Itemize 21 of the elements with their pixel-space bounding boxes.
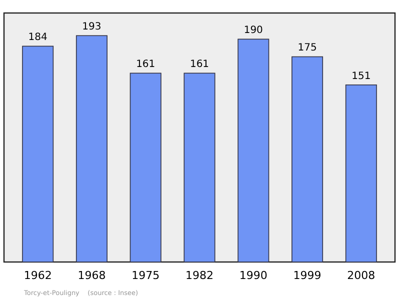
bar [22, 46, 54, 262]
x-tick-label: 1982 [186, 268, 214, 282]
bar [184, 72, 216, 262]
data-label: 175 [298, 42, 317, 54]
bar [130, 72, 162, 262]
bar [345, 84, 377, 262]
x-tick-label: 1990 [239, 268, 268, 282]
data-label: 190 [244, 25, 263, 36]
x-tick-label: 1962 [24, 268, 52, 282]
bar [238, 38, 270, 262]
data-label: 193 [82, 22, 102, 33]
x-tick-label: 1975 [132, 268, 160, 282]
data-label: 184 [28, 32, 48, 44]
data-label: 161 [136, 59, 156, 70]
bar [76, 35, 108, 262]
x-tick-label: 1968 [78, 268, 106, 282]
bar [292, 56, 324, 262]
data-label: 161 [190, 59, 210, 70]
x-tick-label: 2008 [347, 268, 376, 282]
data-label: 151 [352, 70, 371, 82]
x-tick-label: 1999 [293, 268, 322, 282]
